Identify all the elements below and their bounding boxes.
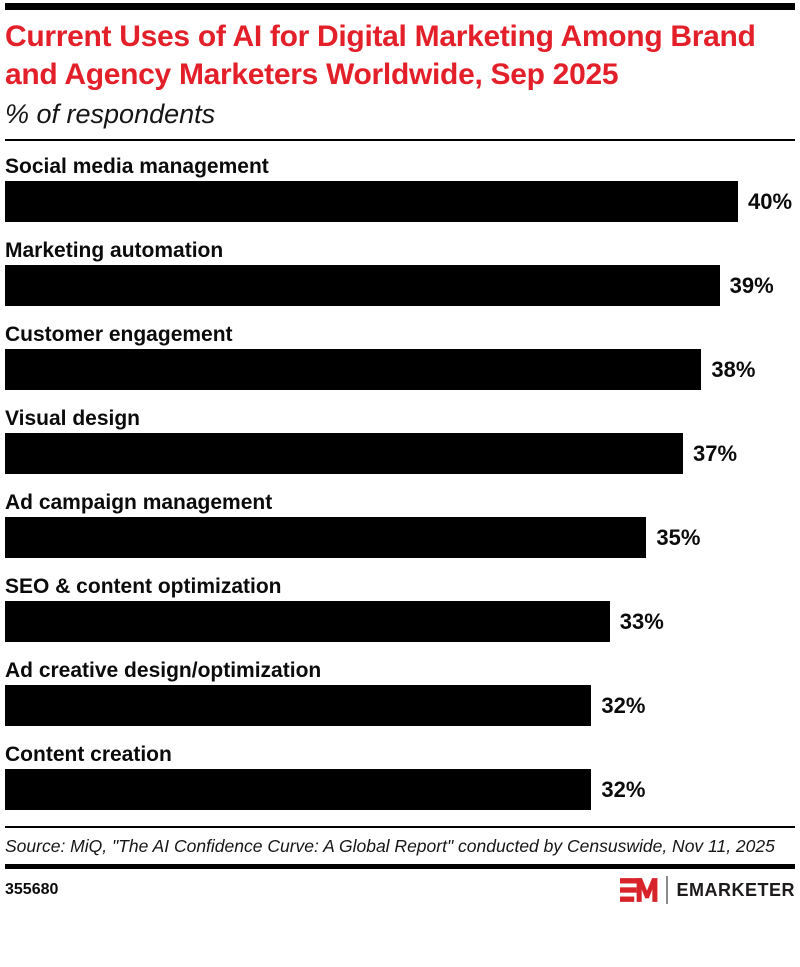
bar-value-label: 40% — [748, 188, 793, 214]
brand-name: EMARKETER — [676, 879, 795, 900]
source-text: Source: MiQ, "The AI Confidence Curve: A… — [5, 836, 775, 856]
bar — [5, 433, 684, 474]
bar-category-label: Ad campaign management — [5, 491, 273, 514]
bar-category-label: Visual design — [5, 407, 140, 430]
bar-category-label: SEO & content optimization — [5, 575, 282, 598]
chart-row: Ad campaign management 35% — [5, 490, 795, 558]
bar-category-label: Customer engagement — [5, 323, 233, 346]
bar-value-label: 32% — [601, 776, 646, 802]
header-divider — [5, 139, 795, 141]
footer-divider — [5, 864, 795, 869]
bar — [5, 769, 592, 810]
bar-chart: Social media management 40% Marketing auto… — [5, 154, 795, 810]
chart-row: Social media management 40% — [5, 154, 795, 222]
bar-category-label: Ad creative design/optimization — [5, 659, 322, 682]
bar-value-label: 32% — [601, 692, 646, 718]
bar-value-label: 35% — [656, 524, 701, 550]
bar-category-label: Social media management — [5, 155, 269, 178]
bar-category-label: Content creation — [5, 743, 172, 766]
chart-id: 355680 — [5, 881, 59, 898]
bar — [5, 601, 610, 642]
chart-row: Ad creative design/optimization 32% — [5, 658, 795, 726]
chart-page: Current Uses of AI for Digital Marketing… — [0, 3, 800, 904]
bar-value-label: 38% — [711, 356, 756, 382]
chart-row: SEO & content optimization 33% — [5, 574, 795, 642]
brand-divider — [666, 876, 669, 904]
emarketer-logo-icon — [620, 878, 658, 902]
chart-row: Content creation 32% — [5, 742, 795, 810]
bar-category-label: Marketing automation — [5, 239, 224, 262]
bar — [5, 181, 738, 222]
top-divider — [5, 3, 795, 10]
bar-value-label: 33% — [619, 608, 664, 634]
emarketer-brand: EMARKETER — [620, 876, 795, 904]
bar — [5, 349, 702, 390]
chart-row: Marketing automation 39% — [5, 238, 795, 306]
chart-subtitle: % of respondents — [5, 99, 216, 129]
bar — [5, 685, 592, 726]
chart-title: Current Uses of AI for Digital Marketing… — [5, 20, 756, 91]
footer: 355680 EMARKETER — [5, 876, 795, 904]
bar-value-label: 37% — [693, 440, 738, 466]
chart-row: Visual design 37% — [5, 406, 795, 474]
chart-row: Customer engagement 38% — [5, 322, 795, 390]
bar — [5, 265, 720, 306]
bar-value-label: 39% — [729, 272, 774, 298]
bar — [5, 517, 647, 558]
source-block: Source: MiQ, "The AI Confidence Curve: A… — [5, 826, 795, 858]
